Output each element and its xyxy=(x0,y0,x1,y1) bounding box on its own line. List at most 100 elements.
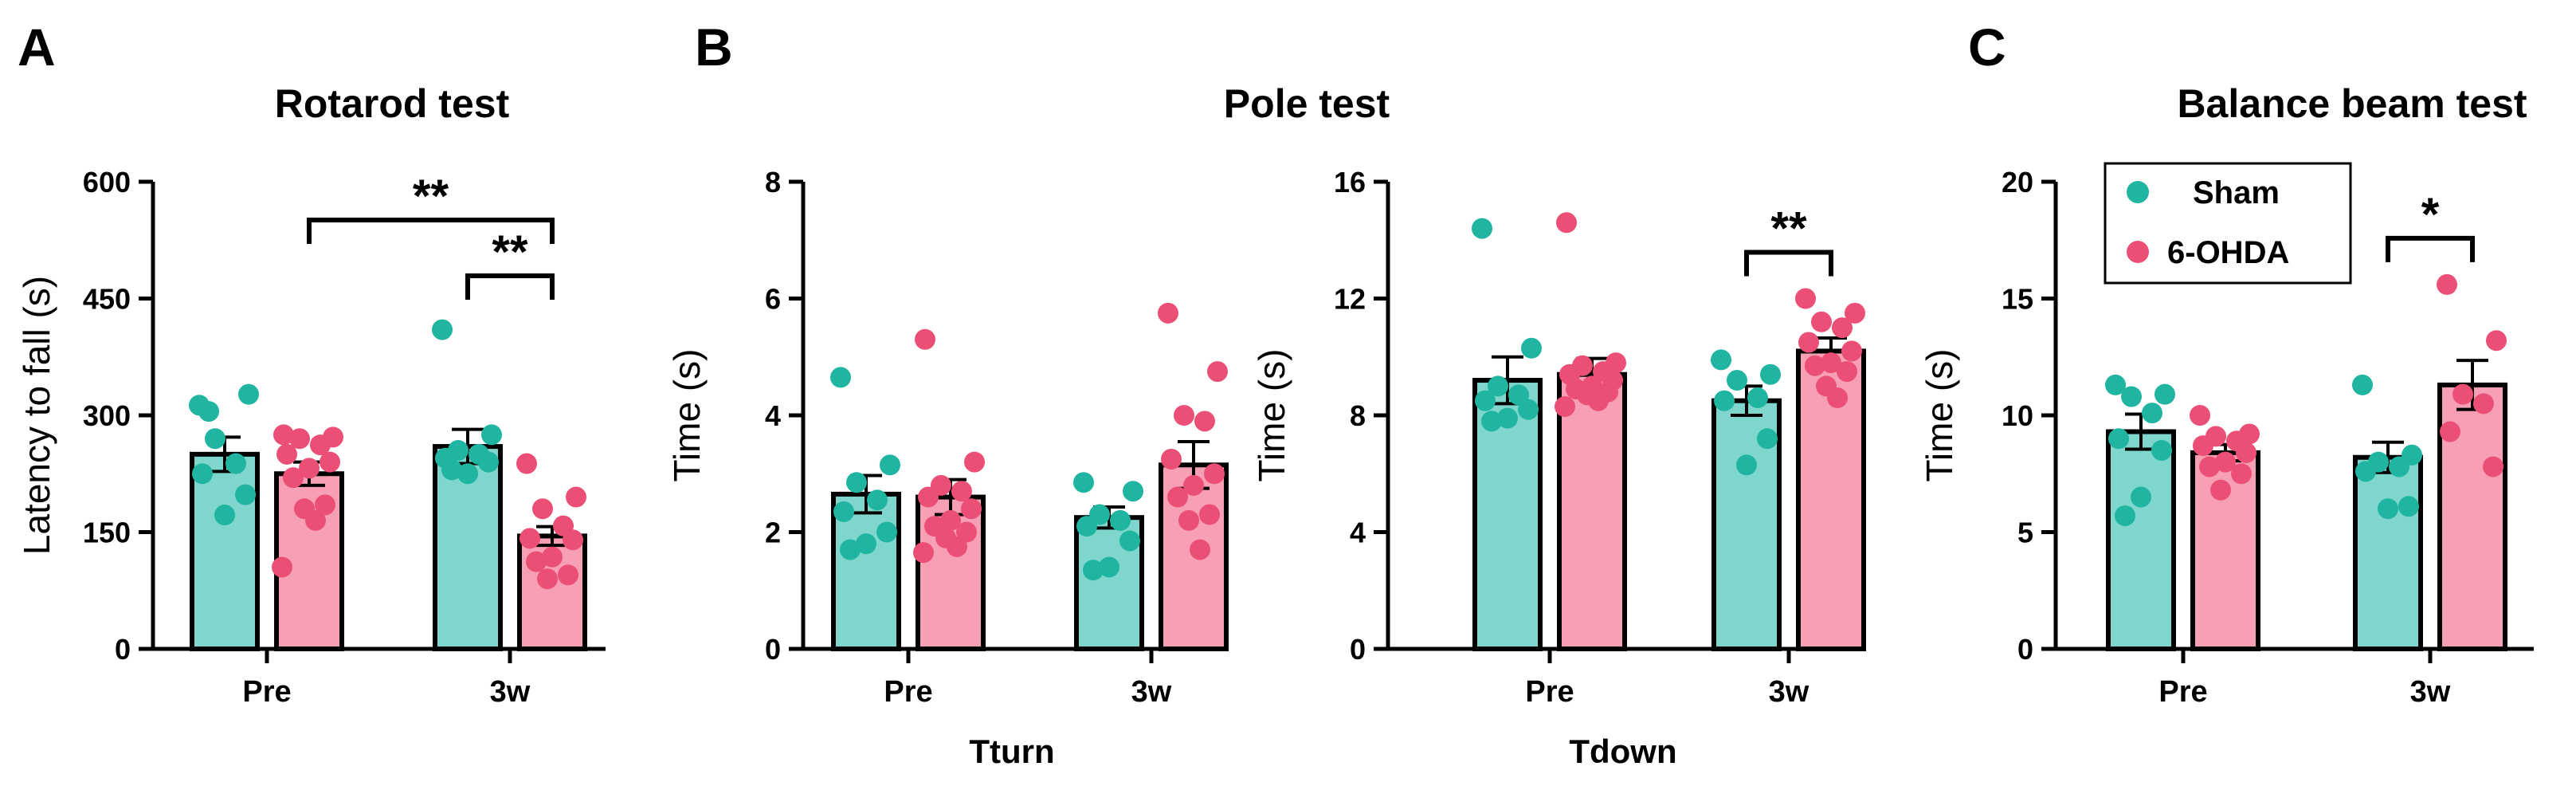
data-point-sham xyxy=(1099,556,1119,578)
data-point-6-ohda xyxy=(1821,352,1841,374)
legend-marker-sham xyxy=(2127,181,2149,203)
significance-bracket xyxy=(307,218,555,244)
y-tick-label: 15 xyxy=(2002,283,2033,316)
y-tick-label: 5 xyxy=(2017,517,2033,549)
data-point-sham xyxy=(876,521,897,543)
data-point-6-ohda xyxy=(1178,509,1199,531)
legend-box xyxy=(2104,162,2352,285)
data-point-6-ohda xyxy=(956,521,977,543)
chart-pole-tturn: 0 2 4 6 8 Pre 3w Time (s) Tturn xyxy=(666,166,1229,770)
data-point-sham xyxy=(478,451,499,473)
data-point-6-ohda xyxy=(2437,273,2457,295)
data-point-sham xyxy=(432,319,453,340)
data-point-sham xyxy=(2142,403,2162,424)
data-point-6-ohda xyxy=(1811,311,1832,332)
y-axis-label: Time (s) xyxy=(1919,349,1960,482)
y-tick-label: 10 xyxy=(2002,399,2033,432)
y-tick-label: 20 xyxy=(2002,166,2033,198)
data-point-6-ohda xyxy=(2190,405,2210,426)
data-point-6-ohda xyxy=(940,509,961,531)
legend: Sham 6-OHDA xyxy=(2104,162,2352,285)
data-point-sham xyxy=(856,533,876,555)
data-point-sham xyxy=(235,484,256,505)
data-point-sham xyxy=(840,539,861,560)
data-point-sham xyxy=(238,383,259,405)
y-tick-label: 4 xyxy=(765,399,781,432)
data-point-6-ohda xyxy=(2193,435,2213,457)
data-point-sham xyxy=(830,367,851,388)
y-tick-label: 150 xyxy=(83,517,131,549)
data-point-6-ohda xyxy=(951,481,972,502)
data-point-sham xyxy=(833,501,854,522)
y-axis-label: Time (s) xyxy=(1251,349,1292,482)
data-point-6-ohda xyxy=(315,494,335,516)
data-point-6-ohda xyxy=(1845,302,1865,324)
data-point-6-ohda xyxy=(2452,383,2473,405)
panel-letter-b: B xyxy=(695,18,733,77)
x-tick-label: 3w xyxy=(1769,675,1809,709)
y-tick-label: 8 xyxy=(1350,399,1366,432)
data-point-sham xyxy=(205,428,225,450)
data-point-sham xyxy=(1110,509,1131,531)
significance-label: ** xyxy=(413,171,449,222)
data-point-sham xyxy=(1760,364,1781,385)
data-point-sham xyxy=(1472,218,1492,239)
y-tick-label: 600 xyxy=(83,166,131,198)
significance-label: ** xyxy=(492,226,528,278)
y-tick-label: 4 xyxy=(1350,517,1366,549)
x-tick-label: Pre xyxy=(242,675,291,709)
data-point-6-ohda xyxy=(2486,330,2507,352)
bar-sham-3w xyxy=(2353,454,2423,651)
legend-label-sham: Sham xyxy=(2193,175,2280,210)
data-point-6-ohda xyxy=(1832,317,1853,339)
x-tick-label: 3w xyxy=(2410,675,2451,709)
data-point-sham xyxy=(1119,530,1140,552)
data-point-6-ohda xyxy=(2231,463,2252,485)
data-point-6-ohda xyxy=(1183,474,1204,496)
data-point-sham xyxy=(1757,428,1778,450)
data-point-sham xyxy=(481,424,502,446)
data-point-sham xyxy=(1714,390,1735,411)
data-point-sham xyxy=(441,459,462,481)
panel-letter-a: A xyxy=(18,18,56,77)
data-point-6-ohda xyxy=(1837,361,1857,383)
data-point-sham xyxy=(880,454,900,476)
data-point-sham xyxy=(1076,516,1097,537)
x-tick-label: Pre xyxy=(2158,675,2207,709)
data-point-6-ohda xyxy=(1194,411,1215,432)
data-point-6-ohda xyxy=(1827,387,1848,409)
data-point-6-ohda xyxy=(558,564,578,586)
data-point-sham xyxy=(2115,505,2135,526)
data-point-sham xyxy=(2155,383,2175,405)
chart-balance-beam: 0 5 10 15 20 Pre 3w Time (s) * xyxy=(1919,166,2534,709)
data-point-6-ohda xyxy=(289,428,310,450)
data-point-6-ohda xyxy=(1161,448,1182,470)
data-point-6-ohda xyxy=(2236,442,2256,463)
data-point-6-ohda xyxy=(1199,504,1220,525)
data-point-sham xyxy=(867,489,888,511)
data-point-sham xyxy=(846,472,867,493)
data-point-6-ohda xyxy=(1207,361,1228,383)
significance-bracket xyxy=(1744,250,1833,277)
data-point-6-ohda xyxy=(1841,340,1862,362)
legend-marker-6-ohda xyxy=(2127,241,2149,263)
y-tick-label: 12 xyxy=(1334,283,1366,316)
data-point-sham xyxy=(2121,386,2142,407)
data-point-6-ohda xyxy=(520,528,540,549)
data-point-6-ohda xyxy=(1204,463,1225,485)
chart-title-rotarod: Rotarod test xyxy=(275,81,510,126)
x-axis-label: Tturn xyxy=(969,733,1054,770)
y-axis-label: Latency to fall (s) xyxy=(16,276,57,555)
data-point-sham xyxy=(225,453,246,474)
data-point-sham xyxy=(2355,461,2376,482)
data-point-6-ohda xyxy=(947,536,967,557)
data-point-6-ohda xyxy=(1174,405,1194,426)
data-point-6-ohda xyxy=(1556,212,1577,234)
data-point-6-ohda xyxy=(272,556,292,578)
data-point-sham xyxy=(1073,472,1094,493)
data-point-6-ohda xyxy=(1588,390,1609,411)
data-point-6-ohda xyxy=(305,509,326,531)
x-tick-label: 3w xyxy=(1131,675,1172,709)
data-point-6-ohda xyxy=(283,467,304,489)
data-point-6-ohda xyxy=(537,568,558,590)
